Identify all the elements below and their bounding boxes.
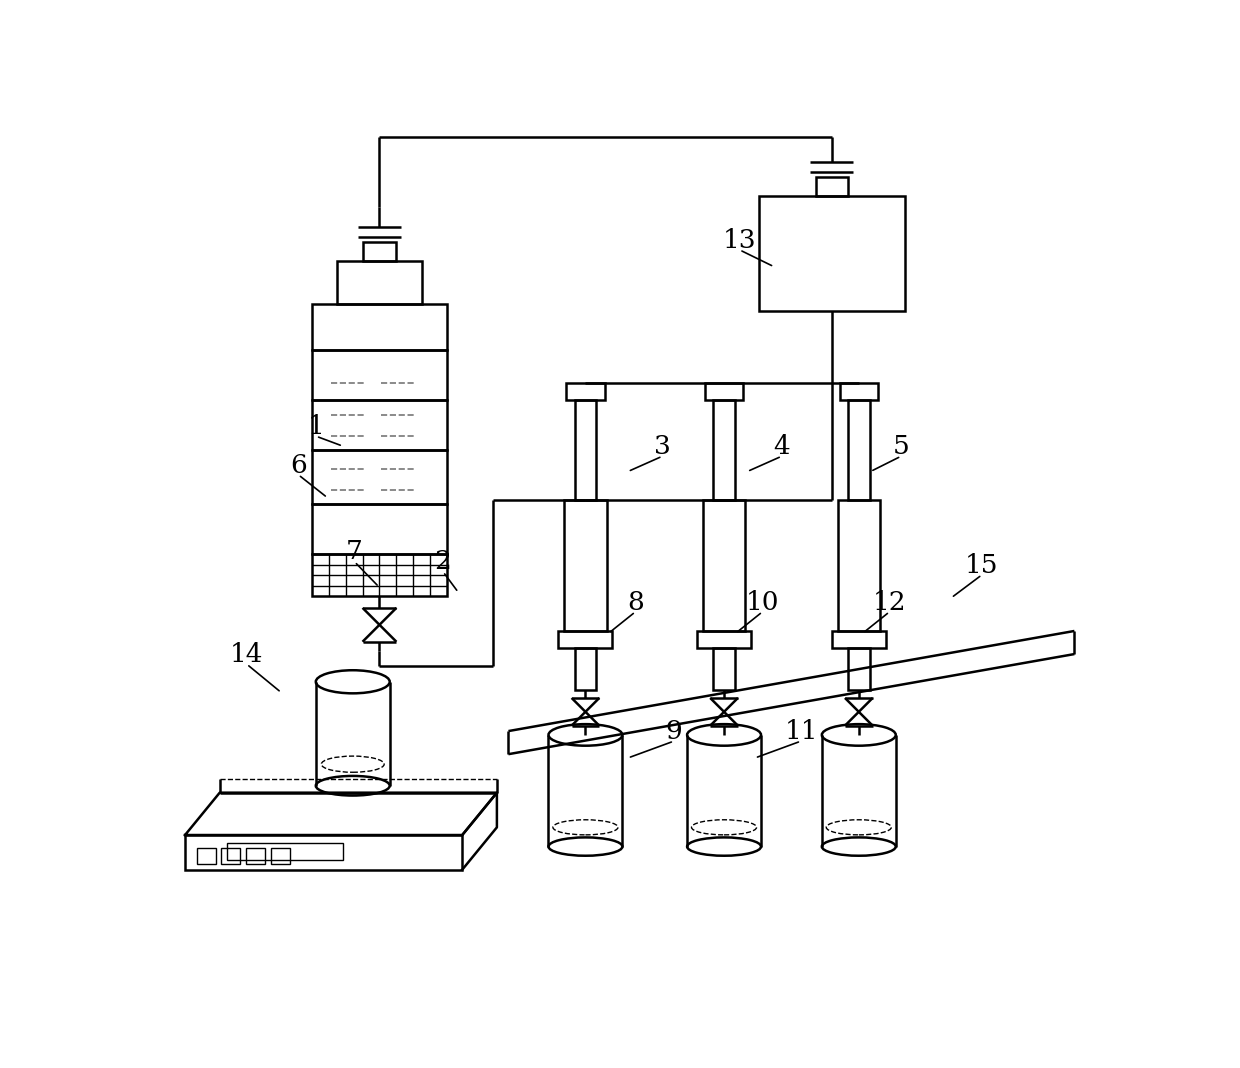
Bar: [839, 383, 878, 400]
Text: 1: 1: [308, 414, 325, 439]
Bar: [363, 242, 396, 262]
Text: 15: 15: [965, 553, 998, 578]
Bar: [197, 848, 216, 864]
Bar: [848, 648, 869, 690]
Text: 3: 3: [653, 434, 671, 458]
Text: 8: 8: [627, 590, 644, 615]
Bar: [816, 176, 848, 195]
Bar: [227, 844, 343, 861]
Bar: [567, 383, 605, 400]
Bar: [838, 500, 880, 631]
Bar: [832, 631, 885, 648]
Bar: [312, 400, 446, 450]
Bar: [574, 400, 596, 500]
Text: 4: 4: [774, 434, 790, 458]
Text: 14: 14: [229, 642, 263, 666]
Bar: [270, 848, 290, 864]
Bar: [759, 195, 905, 312]
Bar: [703, 500, 745, 631]
Bar: [713, 648, 735, 690]
Bar: [574, 648, 596, 690]
Bar: [848, 400, 869, 500]
Bar: [246, 848, 265, 864]
Bar: [704, 383, 743, 400]
Text: 5: 5: [893, 434, 909, 458]
Bar: [185, 835, 463, 869]
Bar: [697, 631, 751, 648]
Text: 13: 13: [723, 229, 756, 253]
Text: 11: 11: [784, 719, 818, 743]
Bar: [312, 554, 446, 596]
Bar: [312, 303, 446, 350]
Bar: [337, 262, 422, 303]
Text: 7: 7: [346, 539, 363, 564]
Bar: [312, 350, 446, 400]
Bar: [713, 400, 735, 500]
Bar: [312, 504, 446, 554]
Text: 12: 12: [873, 590, 906, 615]
Text: 2: 2: [434, 549, 451, 575]
Bar: [558, 631, 613, 648]
Bar: [312, 450, 446, 504]
Bar: [564, 500, 606, 631]
Text: 9: 9: [666, 719, 682, 743]
Text: 6: 6: [290, 453, 306, 477]
Text: 10: 10: [745, 590, 779, 615]
Bar: [221, 848, 241, 864]
